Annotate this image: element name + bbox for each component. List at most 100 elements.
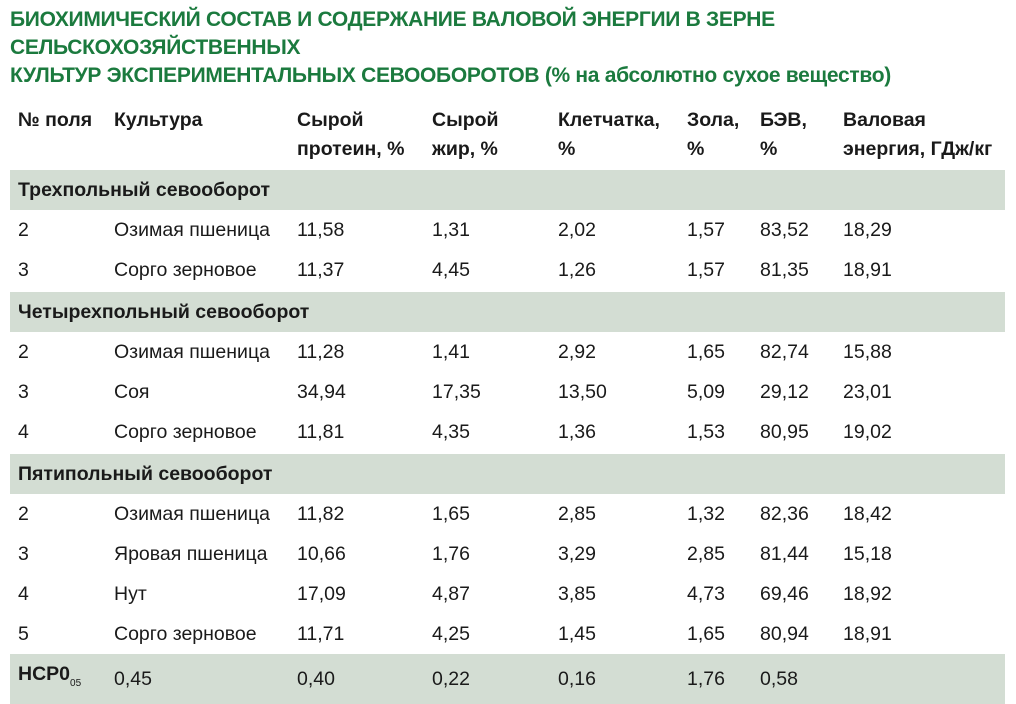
- group-row: Трехпольный севооборот: [10, 168, 1005, 210]
- table-cell: 1,53: [687, 421, 725, 443]
- table-cell: 1,76: [432, 543, 470, 565]
- column-header-line-1: Сырой: [297, 109, 364, 131]
- table-row: 2 Озимая пшеница 11,82 1,65 2,85 1,32 82,36 18,…: [10, 494, 1005, 534]
- header-row: № поля Культура Сырой протеин, % Сырой жир, %…: [10, 100, 1005, 169]
- column-header-line-1: БЭВ,: [760, 109, 807, 131]
- column-header-line-1: Валовая: [843, 109, 926, 131]
- table-row: 2 Озимая пшеница 11,58 1,31 2,02 1,57 83,52 18,…: [10, 210, 1005, 250]
- table-cell: Сорго зерновое: [114, 623, 257, 645]
- column-header: Зола,%: [679, 100, 752, 169]
- lsd-value: 0,22: [424, 654, 550, 704]
- table-cell: 1,31: [432, 219, 470, 241]
- table-cell: 4,45: [432, 259, 470, 281]
- column-header: Валовая энергия, ГДж/кг: [835, 100, 1005, 169]
- table-cell: 1,65: [687, 341, 725, 363]
- table-cell: 1,41: [432, 341, 470, 363]
- lsd-value: 0,58: [752, 654, 835, 704]
- group-row: Четырехпольный севооборот: [10, 290, 1005, 332]
- table-cell: 10,66: [297, 543, 346, 565]
- lsd-value: [835, 654, 1005, 704]
- table-cell: Сорго зерновое: [114, 259, 257, 281]
- column-header: Культура: [106, 100, 289, 169]
- table-cell: 5,09: [687, 381, 725, 403]
- table-row: 5 Сорго зерновое 11,71 4,25 1,45 1,65 80,94 18,…: [10, 614, 1005, 654]
- biochem-table: № поля Культура Сырой протеин, % Сырой жир, %…: [10, 100, 1005, 704]
- table-cell: 18,92: [843, 583, 892, 605]
- table-cell: 81,35: [760, 259, 809, 281]
- title-subtitle: (% на абсолютно сухое вещество): [544, 64, 891, 87]
- column-header-line-2: энергия, ГДж/кг: [843, 138, 993, 160]
- table-cell: 1,65: [687, 623, 725, 645]
- title-line-2: КУЛЬТУР ЭКСПЕРИМЕНТАЛЬНЫХ СЕВООБОРОТОВ: [10, 64, 540, 87]
- table-cell: 29,12: [760, 381, 809, 403]
- table-cell: 4: [18, 421, 29, 443]
- table-cell: 19,02: [843, 421, 892, 443]
- table-row: 4 Сорго зерновое 11,81 4,35 1,36 1,53 80,95 19,…: [10, 412, 1005, 453]
- table-cell: Озимая пшеница: [114, 219, 270, 241]
- column-header-line-2: %: [558, 138, 576, 160]
- lsd-label-subscript: 05: [70, 678, 82, 689]
- table-cell: 11,81: [297, 421, 345, 443]
- table-cell: 2: [18, 341, 29, 363]
- column-header: № поля: [10, 100, 106, 169]
- column-header: БЭВ,%: [752, 100, 835, 169]
- table-cell: 1,32: [687, 503, 725, 525]
- table-cell: 3,85: [558, 583, 596, 605]
- table-cell: 4,25: [432, 623, 470, 645]
- lsd-label-text: НСР0: [18, 663, 71, 685]
- table-cell: 4,73: [687, 583, 725, 605]
- table-row: 2 Озимая пшеница 11,28 1,41 2,92 1,65 82,74 15,…: [10, 332, 1005, 372]
- table-title: БИОХИМИЧЕСКИЙ СОСТАВ И СОДЕРЖАНИЕ ВАЛОВО…: [10, 6, 1005, 90]
- table-cell: 13,50: [558, 381, 607, 403]
- table-cell: 2,85: [687, 543, 725, 565]
- table-cell: 80,94: [760, 623, 809, 645]
- lsd-value: 0,40: [289, 654, 424, 704]
- table-cell: 82,74: [760, 341, 809, 363]
- table-cell: 5: [18, 623, 29, 645]
- table-cell: 11,28: [297, 341, 345, 363]
- table-cell: 3,29: [558, 543, 596, 565]
- table-row: 3 Соя 34,94 17,35 13,50 5,09 29,12 23,01: [10, 372, 1005, 412]
- table-cell: Яровая пшеница: [114, 543, 268, 565]
- lsd-value: 1,76: [679, 654, 752, 704]
- table-cell: 83,52: [760, 219, 809, 241]
- table-cell: 3: [18, 543, 29, 565]
- column-header: Сырой протеин, %: [289, 100, 424, 169]
- group-title: Пятипольный севооборот: [10, 452, 1005, 494]
- table-cell: Озимая пшеница: [114, 503, 270, 525]
- table-cell: Соя: [114, 381, 150, 403]
- table-cell: Сорго зерновое: [114, 421, 257, 443]
- table-body: Трехпольный севооборот 2 Озимая пшеница 11,…: [10, 168, 1005, 704]
- table-cell: 4: [18, 583, 29, 605]
- table-cell: 2: [18, 219, 29, 241]
- table-row: 4 Нут 17,09 4,87 3,85 4,73 69,46 18,92: [10, 574, 1005, 614]
- table-cell: 2,85: [558, 503, 596, 525]
- table-cell: Нут: [114, 583, 147, 605]
- column-header-line-1: Культура: [114, 109, 203, 131]
- lsd-value: 0,16: [550, 654, 679, 704]
- column-header-line-2: %: [760, 138, 778, 160]
- table-cell: 11,71: [297, 623, 345, 645]
- table-row: 3 Сорго зерновое 11,37 4,45 1,26 1,57 81,35 18,…: [10, 250, 1005, 291]
- lsd-value: 0,45: [106, 654, 289, 704]
- table-cell: 3: [18, 259, 29, 281]
- table-cell: 1,65: [432, 503, 470, 525]
- table-cell: 18,91: [843, 259, 892, 281]
- table-cell: 1,26: [558, 259, 596, 281]
- table-cell: 1,57: [687, 219, 725, 241]
- group-title: Трехпольный севооборот: [10, 168, 1005, 210]
- table-cell: 3: [18, 381, 29, 403]
- table-cell: 4,35: [432, 421, 470, 443]
- table-row: 3 Яровая пшеница 10,66 1,76 3,29 2,85 81,44 15,…: [10, 534, 1005, 574]
- table-cell: 2,02: [558, 219, 596, 241]
- column-header-line-2: %: [687, 138, 705, 160]
- table-cell: Озимая пшеница: [114, 341, 270, 363]
- column-header-line-1: Зола,: [687, 109, 740, 131]
- table-cell: 2,92: [558, 341, 596, 363]
- table-header: № поля Культура Сырой протеин, % Сырой жир, %…: [10, 100, 1005, 169]
- table-cell: 15,88: [843, 341, 892, 363]
- column-header-line-2: протеин, %: [297, 138, 405, 160]
- lsd-label: НСР005: [10, 654, 106, 704]
- table-cell: 80,95: [760, 421, 809, 443]
